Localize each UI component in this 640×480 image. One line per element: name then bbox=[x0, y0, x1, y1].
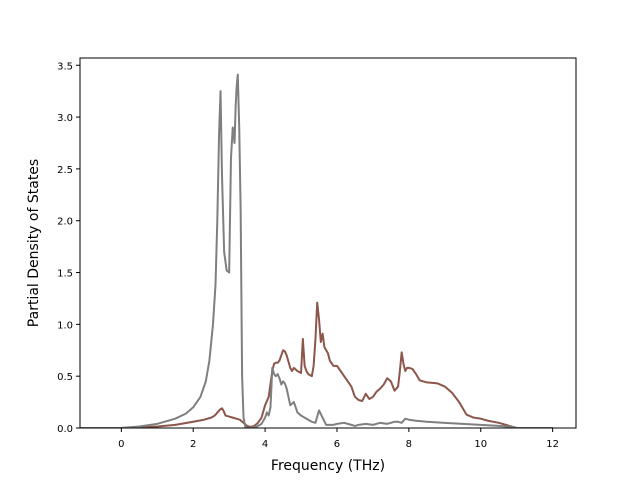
x-tick-label: 6 bbox=[334, 439, 340, 450]
x-tick-label: 2 bbox=[190, 439, 196, 450]
x-axis-label: Frequency (THz) bbox=[271, 458, 385, 474]
y-axis-ticks: 0.0 0.5 1.0 1.5 2.0 2.5 3.0 3.5 bbox=[57, 61, 80, 435]
y-tick-label: 2.5 bbox=[57, 165, 73, 176]
x-tick-label: 4 bbox=[262, 439, 268, 450]
x-tick-label: 12 bbox=[546, 439, 559, 450]
x-tick-label: 0 bbox=[118, 439, 124, 450]
y-tick-label: 0.0 bbox=[57, 424, 73, 435]
y-tick-label: 1.5 bbox=[57, 269, 73, 280]
x-tick-label: 10 bbox=[474, 439, 487, 450]
y-axis-label: Partial Density of States bbox=[26, 159, 42, 327]
series-layer bbox=[80, 73, 553, 428]
y-tick-label: 3.0 bbox=[57, 113, 73, 124]
y-tick-label: 3.5 bbox=[57, 61, 73, 72]
x-axis-ticks: 0 2 4 6 8 10 12 bbox=[118, 428, 559, 450]
series-line-2 bbox=[80, 73, 553, 428]
plot-background bbox=[80, 58, 576, 428]
series-line-1 bbox=[80, 301, 553, 428]
y-tick-label: 1.0 bbox=[57, 320, 73, 331]
y-tick-label: 2.0 bbox=[57, 217, 73, 228]
x-tick-label: 8 bbox=[406, 439, 412, 450]
plot-frame bbox=[79, 57, 577, 429]
y-tick-label: 0.5 bbox=[57, 372, 73, 383]
